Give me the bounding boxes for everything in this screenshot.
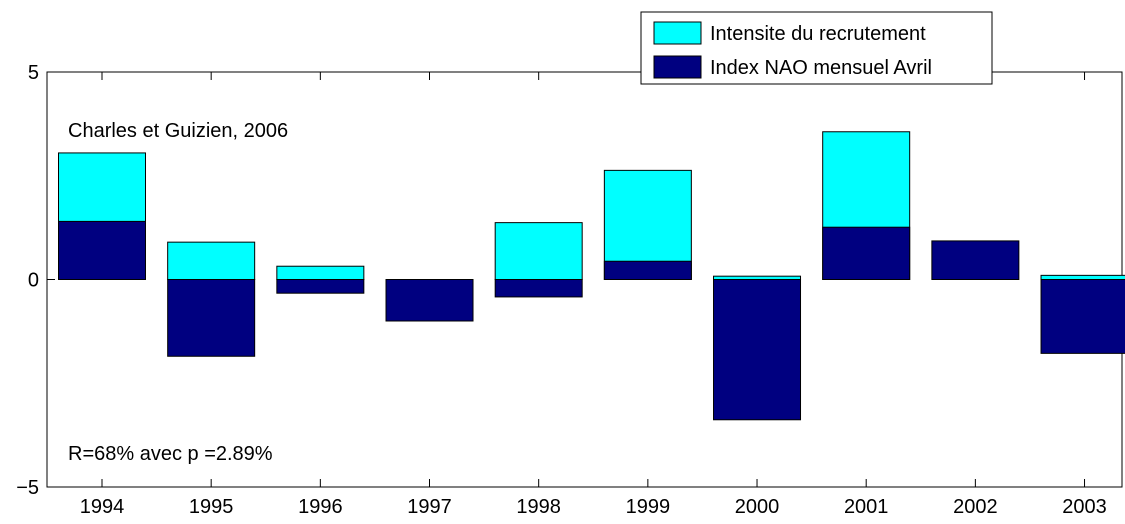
bar-nao-1996	[276, 279, 365, 294]
bar-nao-2002	[931, 240, 1020, 281]
x-tick-label-2002: 2002	[953, 496, 998, 518]
legend-swatch-recruitment	[653, 21, 702, 45]
bars-layer	[58, 131, 1125, 421]
axes-layer: 1994 1995 1996 1997 1998 1999 2000 2001 2002 2003…	[16, 62, 1122, 518]
y-tick-label-0: 0	[28, 270, 39, 292]
bar-nao-1999	[603, 260, 692, 280]
x-tick-label-2003: 2003	[1062, 496, 1107, 518]
x-tick-label-1995: 1995	[189, 496, 234, 518]
annotation-stats: R=68% avec p =2.89%	[68, 443, 273, 465]
legend-swatch-nao	[653, 55, 702, 79]
legend: Intensite du recrutement Index NAO mensu…	[640, 11, 993, 85]
bar-nao-1995	[167, 279, 256, 357]
x-tick-label-1998: 1998	[516, 496, 561, 518]
legend-label-nao: Index NAO mensuel Avril	[710, 57, 932, 79]
bar-nao-1994	[58, 220, 146, 280]
x-tick-label-2000: 2000	[735, 496, 780, 518]
x-tick-label-1994: 1994	[80, 496, 125, 518]
bar-recruitment-2003	[1040, 274, 1125, 281]
x-tick-label-1999: 1999	[626, 496, 671, 518]
bar-nao-2003	[1040, 279, 1125, 354]
annotation-citation: Charles et Guizien, 2006	[68, 120, 288, 142]
bar-nao-2000	[713, 279, 802, 421]
bar-nao-1998	[494, 279, 583, 298]
bar-recruitment-1996	[276, 265, 365, 281]
x-tick-label-1997: 1997	[407, 496, 452, 518]
y-tick-label--5: −5	[16, 477, 39, 499]
bar-nao-2001	[822, 226, 911, 281]
x-tick-label-1996: 1996	[298, 496, 343, 518]
bar-nao-1997	[385, 279, 474, 322]
legend-label-recruitment: Intensite du recrutement	[710, 23, 926, 45]
bar-recruitment-1998	[494, 222, 583, 280]
bar-recruitment-1995	[167, 241, 256, 280]
x-tick-label-2001: 2001	[844, 496, 889, 518]
y-tick-label-5: 5	[28, 62, 39, 84]
